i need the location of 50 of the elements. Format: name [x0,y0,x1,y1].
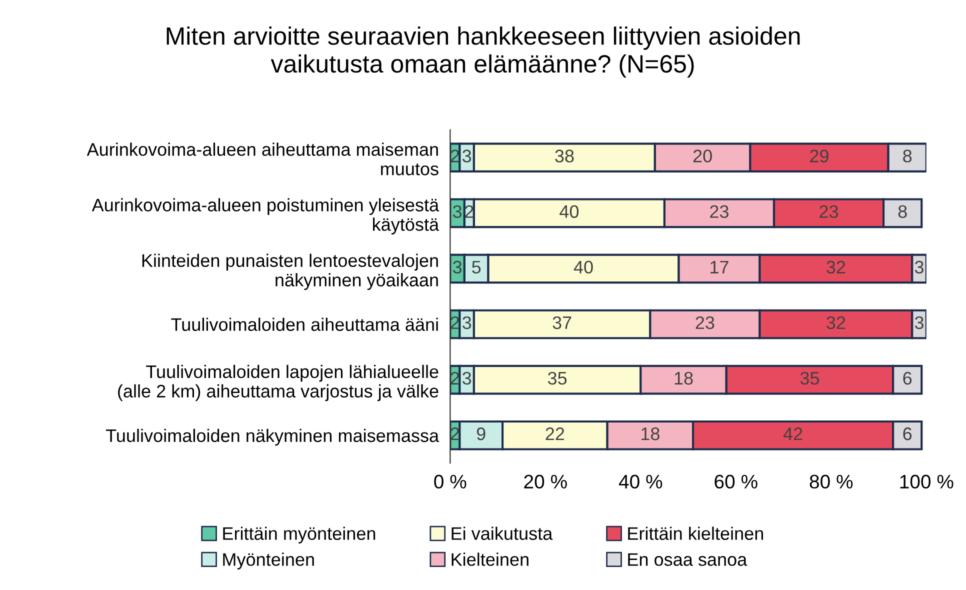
legend-label: Kielteinen [452,552,528,566]
data-label: 20 [693,150,712,162]
legend-label: Erittäin kielteinen [628,526,763,540]
data-label: 3 [462,150,472,162]
data-label: 3 [452,260,462,274]
data-label: 8 [898,205,907,218]
data-label: 23 [696,316,714,330]
legend-label: En osaa sanoa [628,553,748,566]
chart-title: Miten arvioitte seuraavien hankkeeseen liittyvien asioiden vaikutusta omaan elämäänne? (N=65) [166,26,800,78]
data-label: 40 [574,260,593,274]
data-label: 18 [674,372,693,385]
x-tick-label: 100 % [900,474,954,489]
x-tick-label: 0 % [434,474,466,489]
data-label: 3 [462,316,472,330]
x-tick-label: 20 % [524,474,567,489]
x-tick-label: 80 % [810,474,853,489]
data-label: 23 [820,205,838,218]
y-tick-label: Tuulivoimaloiden näkyminen maisemassa [106,428,440,446]
data-label: 29 [810,150,828,162]
data-label: 32 [826,260,846,274]
data-label: 42 [783,427,802,440]
data-label: 32 [826,316,846,330]
data-label: 3 [914,316,924,330]
data-label: 8 [903,150,912,162]
data-label: 38 [555,150,574,162]
data-label: 17 [710,260,728,274]
y-tick-label: Kiinteiden punaisten lentoestevalojen näkyminen yöaikaan [142,254,438,290]
data-label: 5 [472,260,481,274]
data-label: 3 [914,260,924,274]
legend-label: Myönteinen [223,552,314,570]
data-label: 6 [903,427,912,440]
legend-label: Ei vaikutusta [452,526,553,540]
data-label: 18 [642,427,660,440]
data-label: 23 [710,205,728,218]
y-tick-label: Aurinkovoima-alueen poistuminen yleisestä käytöstä [92,198,440,234]
y-tick-label: Tuulivoimaloiden lapojen lähialueelle (alle 2 km) aiheuttama varjostus ja välke [118,364,438,402]
data-label: 3 [462,372,472,385]
data-label: 22 [546,427,564,440]
y-tick-label: Aurinkovoima-alueen aiheuttama maiseman muutos [86,142,438,176]
data-label: 35 [800,372,819,385]
data-label: 40 [560,205,579,218]
data-label: 9 [476,427,486,440]
x-tick-label: 40 % [618,474,662,489]
y-tick-label: Tuulivoimaloiden aiheuttama ääni [171,318,438,331]
data-label: 3 [452,205,462,218]
legend-label: Erittäin myönteinen [223,526,376,544]
data-label: 37 [552,316,572,330]
data-label: 35 [548,372,567,385]
x-tick-label: 60 % [714,474,758,489]
data-label: 6 [903,372,912,385]
